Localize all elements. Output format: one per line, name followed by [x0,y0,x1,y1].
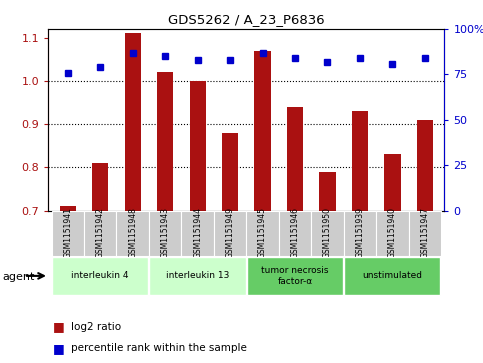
Text: GSM1151948: GSM1151948 [128,207,137,258]
Text: GSM1151950: GSM1151950 [323,207,332,258]
Bar [384,154,400,211]
Text: GSM1151941: GSM1151941 [63,207,72,258]
Text: GDS5262 / A_23_P6836: GDS5262 / A_23_P6836 [168,13,325,26]
Bar [189,81,206,211]
Bar [52,211,84,256]
Text: GSM1151943: GSM1151943 [161,207,170,258]
Bar [214,211,246,256]
Text: percentile rank within the sample: percentile rank within the sample [71,343,247,354]
Bar [246,211,279,256]
Bar [319,172,336,211]
Text: interleukin 13: interleukin 13 [166,272,229,280]
Bar [409,211,441,256]
Bar [344,211,376,256]
Bar [116,211,149,256]
Bar [125,33,141,211]
Bar [311,211,344,256]
Bar [92,163,108,211]
Bar [279,211,311,256]
Text: GSM1151939: GSM1151939 [355,207,365,258]
Bar [149,257,246,295]
Text: GSM1151949: GSM1151949 [226,207,235,258]
Bar [157,72,173,211]
Bar [255,51,270,211]
Bar [222,133,238,211]
Text: agent: agent [2,272,35,282]
Text: tumor necrosis
factor-α: tumor necrosis factor-α [261,266,329,286]
Text: GSM1151944: GSM1151944 [193,207,202,258]
Text: unstimulated: unstimulated [362,272,423,280]
Text: GSM1151940: GSM1151940 [388,207,397,258]
Text: log2 ratio: log2 ratio [71,322,122,332]
Text: interleukin 4: interleukin 4 [71,272,129,280]
Bar [247,257,343,295]
Bar [287,107,303,211]
Text: GSM1151947: GSM1151947 [420,207,429,258]
Bar [417,120,433,211]
Bar [52,257,148,295]
Bar [376,211,409,256]
Text: ■: ■ [53,320,65,333]
Bar [352,111,368,211]
Text: GSM1151942: GSM1151942 [96,207,105,258]
Text: GSM1151946: GSM1151946 [291,207,299,258]
Text: ■: ■ [53,342,65,355]
Bar [84,211,116,256]
Bar [149,211,182,256]
Bar [182,211,214,256]
Bar [344,257,440,295]
Bar [60,206,76,211]
Text: GSM1151945: GSM1151945 [258,207,267,258]
